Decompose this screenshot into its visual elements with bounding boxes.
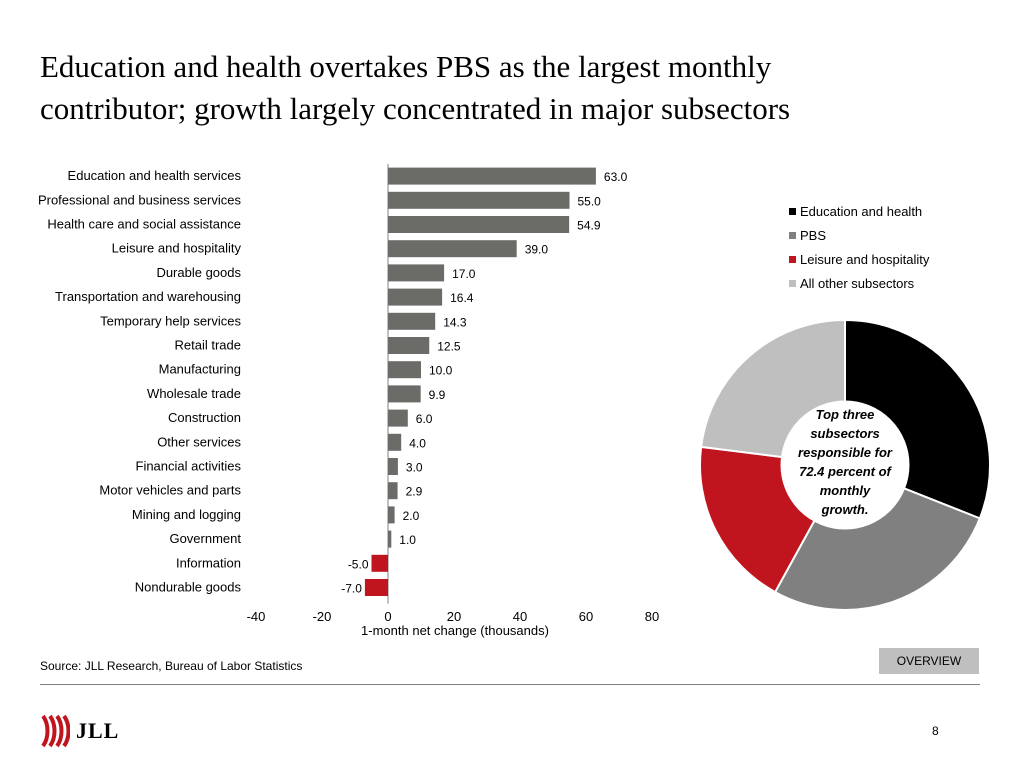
value-label: 12.5 <box>437 340 461 354</box>
category-label: Construction <box>168 410 241 425</box>
donut-center-text-line: subsectors <box>810 426 879 441</box>
category-label: Temporary help services <box>100 313 241 328</box>
x-tick-label: 80 <box>645 609 659 624</box>
legend-swatch <box>789 208 796 215</box>
category-label: Health care and social assistance <box>47 217 241 232</box>
bar <box>388 458 398 475</box>
category-label: Wholesale trade <box>147 386 241 401</box>
bar <box>388 361 421 379</box>
category-label: Professional and business services <box>38 192 242 207</box>
bar <box>388 264 445 282</box>
category-label: Government <box>169 531 241 546</box>
slide-title: Education and health overtakes PBS as th… <box>40 46 980 130</box>
legend-label: All other subsectors <box>800 276 915 291</box>
category-label: Mining and logging <box>132 507 241 522</box>
category-label: Other services <box>157 434 241 449</box>
donut-center-text-line: growth. <box>821 502 869 517</box>
category-label: Transportation and warehousing <box>55 289 241 304</box>
category-label: Nondurable goods <box>135 580 242 595</box>
x-tick-label: -20 <box>313 609 332 624</box>
bar <box>388 337 430 354</box>
category-label: Information <box>176 555 241 570</box>
category-label: Durable goods <box>156 265 241 280</box>
bar <box>388 312 436 330</box>
bar <box>388 433 402 451</box>
value-label: 4.0 <box>409 436 426 450</box>
jll-logo: JLL <box>40 714 119 748</box>
x-tick-label: 60 <box>579 609 593 624</box>
value-label: 16.4 <box>450 291 474 305</box>
value-label: -5.0 <box>348 557 369 571</box>
donut-center-text-line: Top three <box>816 407 875 422</box>
legend-swatch <box>789 232 796 239</box>
bar <box>388 191 570 209</box>
category-label: Retail trade <box>175 338 241 353</box>
bar <box>364 579 388 596</box>
bar <box>388 288 443 306</box>
category-label: Manufacturing <box>159 362 241 377</box>
bar <box>388 506 395 524</box>
legend-swatch <box>789 280 796 287</box>
jll-logo-icon <box>41 714 70 748</box>
value-label: 2.9 <box>406 485 423 499</box>
donut-slice <box>844 318 991 520</box>
bar <box>388 409 408 427</box>
donut-hole <box>780 400 910 530</box>
value-label: 6.0 <box>416 412 433 426</box>
bar <box>388 530 392 548</box>
footer-divider <box>40 684 980 685</box>
page-number: 8 <box>932 724 939 738</box>
value-label: 39.0 <box>525 243 549 257</box>
bar <box>371 554 388 572</box>
value-label: 63.0 <box>604 170 628 184</box>
category-label: Motor vehicles and parts <box>99 483 241 498</box>
x-tick-label: 0 <box>384 609 391 624</box>
bar <box>388 385 421 403</box>
legend-label: PBS <box>800 228 826 243</box>
donut-slice <box>700 318 846 459</box>
donut-center-text-line: monthly <box>820 483 871 498</box>
category-label: Leisure and hospitality <box>112 241 242 256</box>
value-label: 14.3 <box>443 315 467 329</box>
value-label: 17.0 <box>452 267 476 281</box>
value-label: 55.0 <box>578 194 602 208</box>
x-tick-label: -40 <box>247 609 266 624</box>
source-note: Source: JLL Research, Bureau of Labor St… <box>40 659 303 673</box>
donut-center-text-line: responsible for <box>798 445 893 460</box>
category-label: Education and health services <box>68 168 242 183</box>
value-label: 9.9 <box>429 388 446 402</box>
x-axis-label: 1-month net change (thousands) <box>361 623 549 638</box>
overview-button[interactable]: OVERVIEW <box>879 648 979 674</box>
value-label: 10.0 <box>429 364 453 378</box>
slide-title-line-2: contributor; growth largely concentrated… <box>40 91 791 126</box>
value-label: 1.0 <box>399 533 416 547</box>
category-label: Financial activities <box>136 459 242 474</box>
bar <box>388 482 398 500</box>
jll-logo-text: JLL <box>76 718 120 743</box>
legend-swatch <box>789 256 796 263</box>
bar-chart: Education and health services 63.0 Profess… <box>38 164 659 638</box>
donut-slice <box>773 486 982 611</box>
donut-center-text-line: 72.4 percent of <box>799 464 892 479</box>
donut-slice <box>699 445 817 594</box>
legend-label: Leisure and hospitality <box>800 252 930 267</box>
bar <box>388 167 596 185</box>
bar <box>388 216 570 233</box>
x-tick-label: 20 <box>447 609 461 624</box>
value-label: 2.0 <box>403 509 420 523</box>
x-tick-label: 40 <box>513 609 527 624</box>
value-label: 3.0 <box>406 461 423 475</box>
slide-title-line-1: Education and health overtakes PBS as th… <box>40 49 772 84</box>
value-label: -7.0 <box>341 582 362 596</box>
value-label: 54.9 <box>577 219 601 233</box>
bar <box>388 240 517 258</box>
legend-label: Education and health <box>800 204 922 219</box>
